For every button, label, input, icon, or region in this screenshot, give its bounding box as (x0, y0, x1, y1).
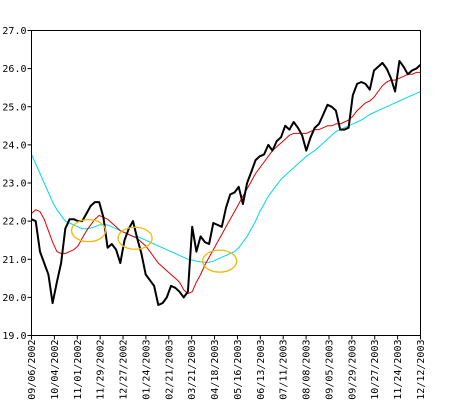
x-tick-label: 11/29/2002 (96, 340, 107, 400)
y-tick-label: 20.0 (2, 293, 26, 304)
x-tick-label: 10/27/2003 (370, 340, 381, 400)
x-tick-label: 05/16/2003 (233, 340, 244, 400)
highlight-ellipse (202, 249, 238, 273)
y-tick-label: 25.0 (2, 102, 26, 113)
y-tick-label: 19.0 (2, 331, 26, 342)
y-tick-label: 24.0 (2, 140, 26, 151)
y-tick-label: 26.0 (2, 64, 26, 75)
x-tick-label: 07/11/2003 (279, 340, 290, 400)
x-tick-label: 09/05/2003 (324, 340, 335, 400)
x-tick-label: 11/24/2003 (393, 340, 404, 400)
x-tick-label: 08/08/2003 (302, 340, 313, 400)
y-tick-label: 21.0 (2, 255, 26, 266)
x-axis: 09/06/2002 10/04/2002 11/01/2002 11/29/2002… (27, 335, 427, 400)
x-tick-label: 09/06/2002 (27, 340, 38, 400)
y-tick-label: 22.0 (2, 217, 26, 228)
x-tick-label: 09/29/2003 (347, 340, 358, 400)
x-tick-label: 06/13/2003 (256, 340, 267, 400)
highlight-ellipse (70, 219, 107, 243)
plot-frame (31, 30, 421, 336)
x-tick-label: 01/24/2003 (141, 340, 152, 400)
series-line-1 (31, 71, 421, 295)
series-layer (31, 60, 422, 306)
y-tick-label: 27.0 (2, 26, 26, 37)
x-tick-label: 12/27/2002 (119, 340, 130, 400)
x-tick-label: 10/04/2002 (50, 340, 61, 400)
y-tick-label: 23.0 (2, 179, 26, 190)
x-tick-label: 12/12/2003 (416, 340, 427, 400)
x-tick-label: 03/21/2003 (187, 340, 198, 400)
x-tick-label: 11/01/2002 (73, 340, 84, 400)
highlight-ellipse (117, 226, 153, 250)
series-line-0 (31, 60, 422, 306)
series-line-2 (31, 91, 421, 263)
y-axis: 19.0 20.0 21.0 22.0 23.0 24.0 25.0 26.0 27.0 (2, 26, 32, 342)
annotation-layer (70, 219, 238, 273)
x-tick-label: 02/21/2003 (164, 340, 175, 400)
x-tick-label: 04/18/2003 (210, 340, 221, 400)
